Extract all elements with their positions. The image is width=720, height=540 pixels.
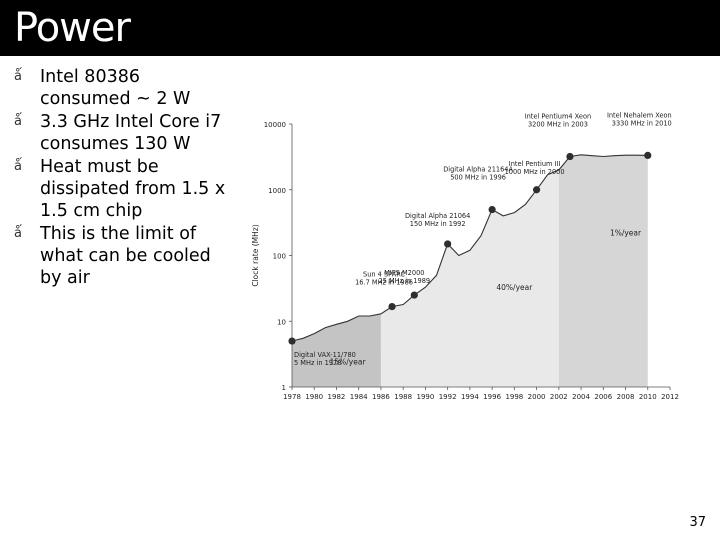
x-tick-label: 1996 <box>483 393 501 401</box>
clock-rate-line <box>291 154 648 342</box>
point-label-name: Digital VAX-11/780 <box>294 351 356 359</box>
bullet-icon: ǻ <box>14 226 22 241</box>
point-label-name: Intel Pentium4 Xeon <box>525 113 591 121</box>
point-label-name: Intel Nehalem Xeon <box>607 112 672 119</box>
x-tick-label: 1978 <box>283 393 301 401</box>
x-tick-label: 1992 <box>439 393 457 401</box>
bullet-item: ǻ Heat must be dissipated from 1.5 x 1.5 … <box>14 156 234 222</box>
y-axis-label: Clock rate (MHz) <box>251 224 260 286</box>
point-label-name: Intel Pentium III <box>509 160 561 168</box>
point-label-rate: 25 MHz in 1989 <box>379 277 431 285</box>
y-tick-label: 10 <box>277 318 286 326</box>
x-tick-label: 1990 <box>416 393 434 401</box>
bullet-text: 3.3 GHz Intel Core i7 consumes 130 W <box>40 112 222 154</box>
bullet-text: Heat must be dissipated from 1.5 x 1.5 c… <box>40 157 226 221</box>
x-tick-label: 2002 <box>550 393 568 401</box>
region-1pct <box>558 154 648 387</box>
growth-rate-annotation: 15%/year <box>330 357 367 366</box>
bullet-text: This is the limit of what can be cooled … <box>40 224 211 288</box>
x-tick-label: 1988 <box>394 393 412 401</box>
y-tick-label: 10000 <box>264 121 286 129</box>
point-label-rate: 3200 MHz in 2003 <box>528 121 588 129</box>
y-tick-label: 1 <box>282 384 286 392</box>
slide-title: Power <box>14 5 131 51</box>
point-label-rate: 16.7 MHz in 1986 <box>355 279 413 287</box>
bullet-icon: ǻ <box>14 114 22 129</box>
x-tick-label: 2012 <box>661 393 679 401</box>
data-point <box>532 186 541 194</box>
bullet-icon: ǻ <box>14 159 22 174</box>
point-label-rate: 1000 MHz in 2000 <box>505 168 565 176</box>
data-point <box>388 303 396 311</box>
point-label-name: Digital Alpha 21164A <box>443 166 513 174</box>
x-tick-label: 2006 <box>594 393 612 401</box>
bullet-list: ǻ Intel 80386 consumed ~ 2 W ǻ 3.3 GHz Int… <box>14 66 234 290</box>
data-point <box>288 337 296 345</box>
growth-rate-annotation: 1%/year <box>610 229 642 238</box>
data-point <box>644 151 652 159</box>
y-tick-label: 1000 <box>268 187 286 195</box>
bullet-item: ǻ Intel 80386 consumed ~ 2 W <box>14 66 234 110</box>
growth-rate-annotation: 40%/year <box>496 283 533 292</box>
point-label-name: Digital Alpha 21064 <box>405 212 470 220</box>
clock-rate-chart: 1 10 100 1000 10000 1978 1980 1982 1984 1986 1988 1… <box>251 112 679 401</box>
data-point <box>444 240 452 248</box>
region-15pct <box>292 313 381 387</box>
bullet-item: ǻ 3.3 GHz Intel Core i7 consumes 130 W <box>14 111 234 155</box>
x-tick-label: 1998 <box>505 393 523 401</box>
x-tick-label: 1994 <box>461 393 479 401</box>
page-number: 37 <box>689 515 706 530</box>
x-tick-label: 2004 <box>572 393 590 401</box>
x-tick-label: 1982 <box>328 393 346 401</box>
x-tick-label: 2010 <box>639 393 657 401</box>
point-label-name: MIPS M2000 <box>384 269 424 277</box>
bullet-icon: ǻ <box>14 69 22 84</box>
data-point <box>566 152 574 161</box>
point-label-rate: 5 MHz in 1978 <box>294 359 341 367</box>
point-label-rate: 500 MHz in 1996 <box>450 174 506 182</box>
point-label-name: Sun 4 SPARC <box>363 271 405 279</box>
x-tick-label: 1984 <box>350 393 368 401</box>
x-tick-label: 1980 <box>305 393 323 401</box>
x-tick-label: 1986 <box>372 393 390 401</box>
bullet-text: Intel 80386 consumed ~ 2 W <box>40 67 191 109</box>
title-bar: Power <box>0 0 720 56</box>
data-point <box>410 291 418 299</box>
x-tick-label: 2000 <box>528 393 546 401</box>
y-tick-label: 100 <box>273 253 286 261</box>
region-40pct <box>380 170 559 387</box>
point-label-rate: 3330 MHz in 2010 <box>612 119 672 127</box>
data-point <box>488 205 496 214</box>
x-tick-label: 2008 <box>617 393 635 401</box>
bullet-item: ǻ This is the limit of what can be cooled… <box>14 223 234 289</box>
point-label-rate: 150 MHz in 1992 <box>410 220 466 228</box>
